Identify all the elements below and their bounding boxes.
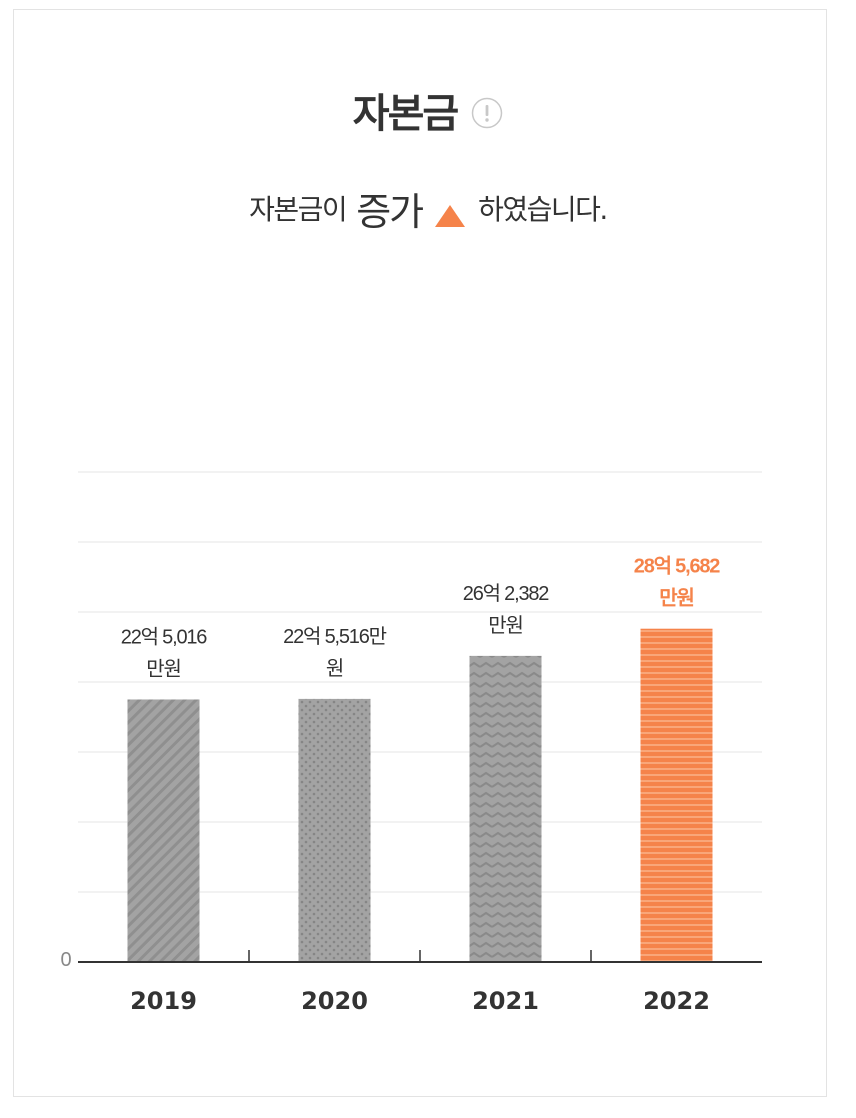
summary-trend-word: 증가 bbox=[356, 189, 424, 234]
info-icon[interactable] bbox=[471, 97, 503, 129]
value-label-2022-line1: 28억 5,682 bbox=[634, 555, 721, 578]
x-tick-label-2022: 2022 bbox=[643, 987, 710, 1015]
x-tick-label-2021: 2021 bbox=[472, 987, 539, 1015]
bar-2020[interactable] bbox=[298, 698, 371, 962]
summary-suffix: 하였습니다. bbox=[478, 193, 608, 226]
value-label-2021-line1: 26억 2,382 bbox=[463, 582, 550, 605]
value-label-2020-line1: 22억 5,516만 bbox=[283, 625, 386, 648]
value-label-2019-line2: 만원 bbox=[146, 657, 180, 680]
value-label-2020-line2: 원 bbox=[326, 657, 343, 680]
value-label-2021-line2: 만원 bbox=[488, 614, 522, 637]
summary-sentence: 자본금이 증가 하였습니다. bbox=[0, 178, 856, 238]
page-title: 자본금 bbox=[352, 91, 459, 137]
bar-2022[interactable] bbox=[640, 628, 713, 962]
x-tick-label-2019: 2019 bbox=[130, 987, 197, 1015]
x-tick-label-2020: 2020 bbox=[301, 987, 368, 1015]
title-row: 자본금 bbox=[0, 80, 856, 140]
y-tick-label-zero: 0 bbox=[60, 949, 71, 971]
value-label-2022-line2: 만원 bbox=[659, 587, 693, 610]
value-label-2019-line1: 22억 5,016 bbox=[121, 625, 208, 648]
summary-prefix: 자본금이 bbox=[249, 193, 348, 226]
bar-2019[interactable] bbox=[127, 699, 200, 962]
bar-2021[interactable] bbox=[469, 655, 542, 962]
triangle-up-icon bbox=[435, 205, 466, 227]
